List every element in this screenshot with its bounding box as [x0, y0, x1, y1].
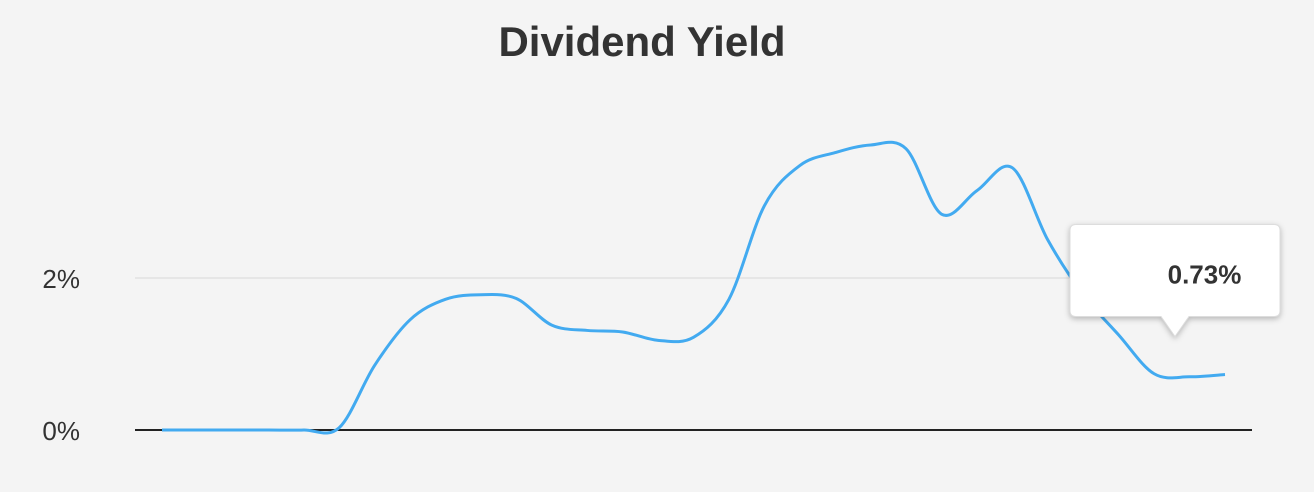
line [162, 140, 1226, 435]
tooltip: 0.73% [1069, 224, 1281, 338]
y-tick-label: 2% [42, 264, 80, 294]
y-tick-label: 0% [42, 416, 80, 446]
tooltip-box [1069, 224, 1281, 338]
data-label: 0.73% [1168, 259, 1242, 289]
chart-title: Dividend Yield [498, 18, 785, 65]
